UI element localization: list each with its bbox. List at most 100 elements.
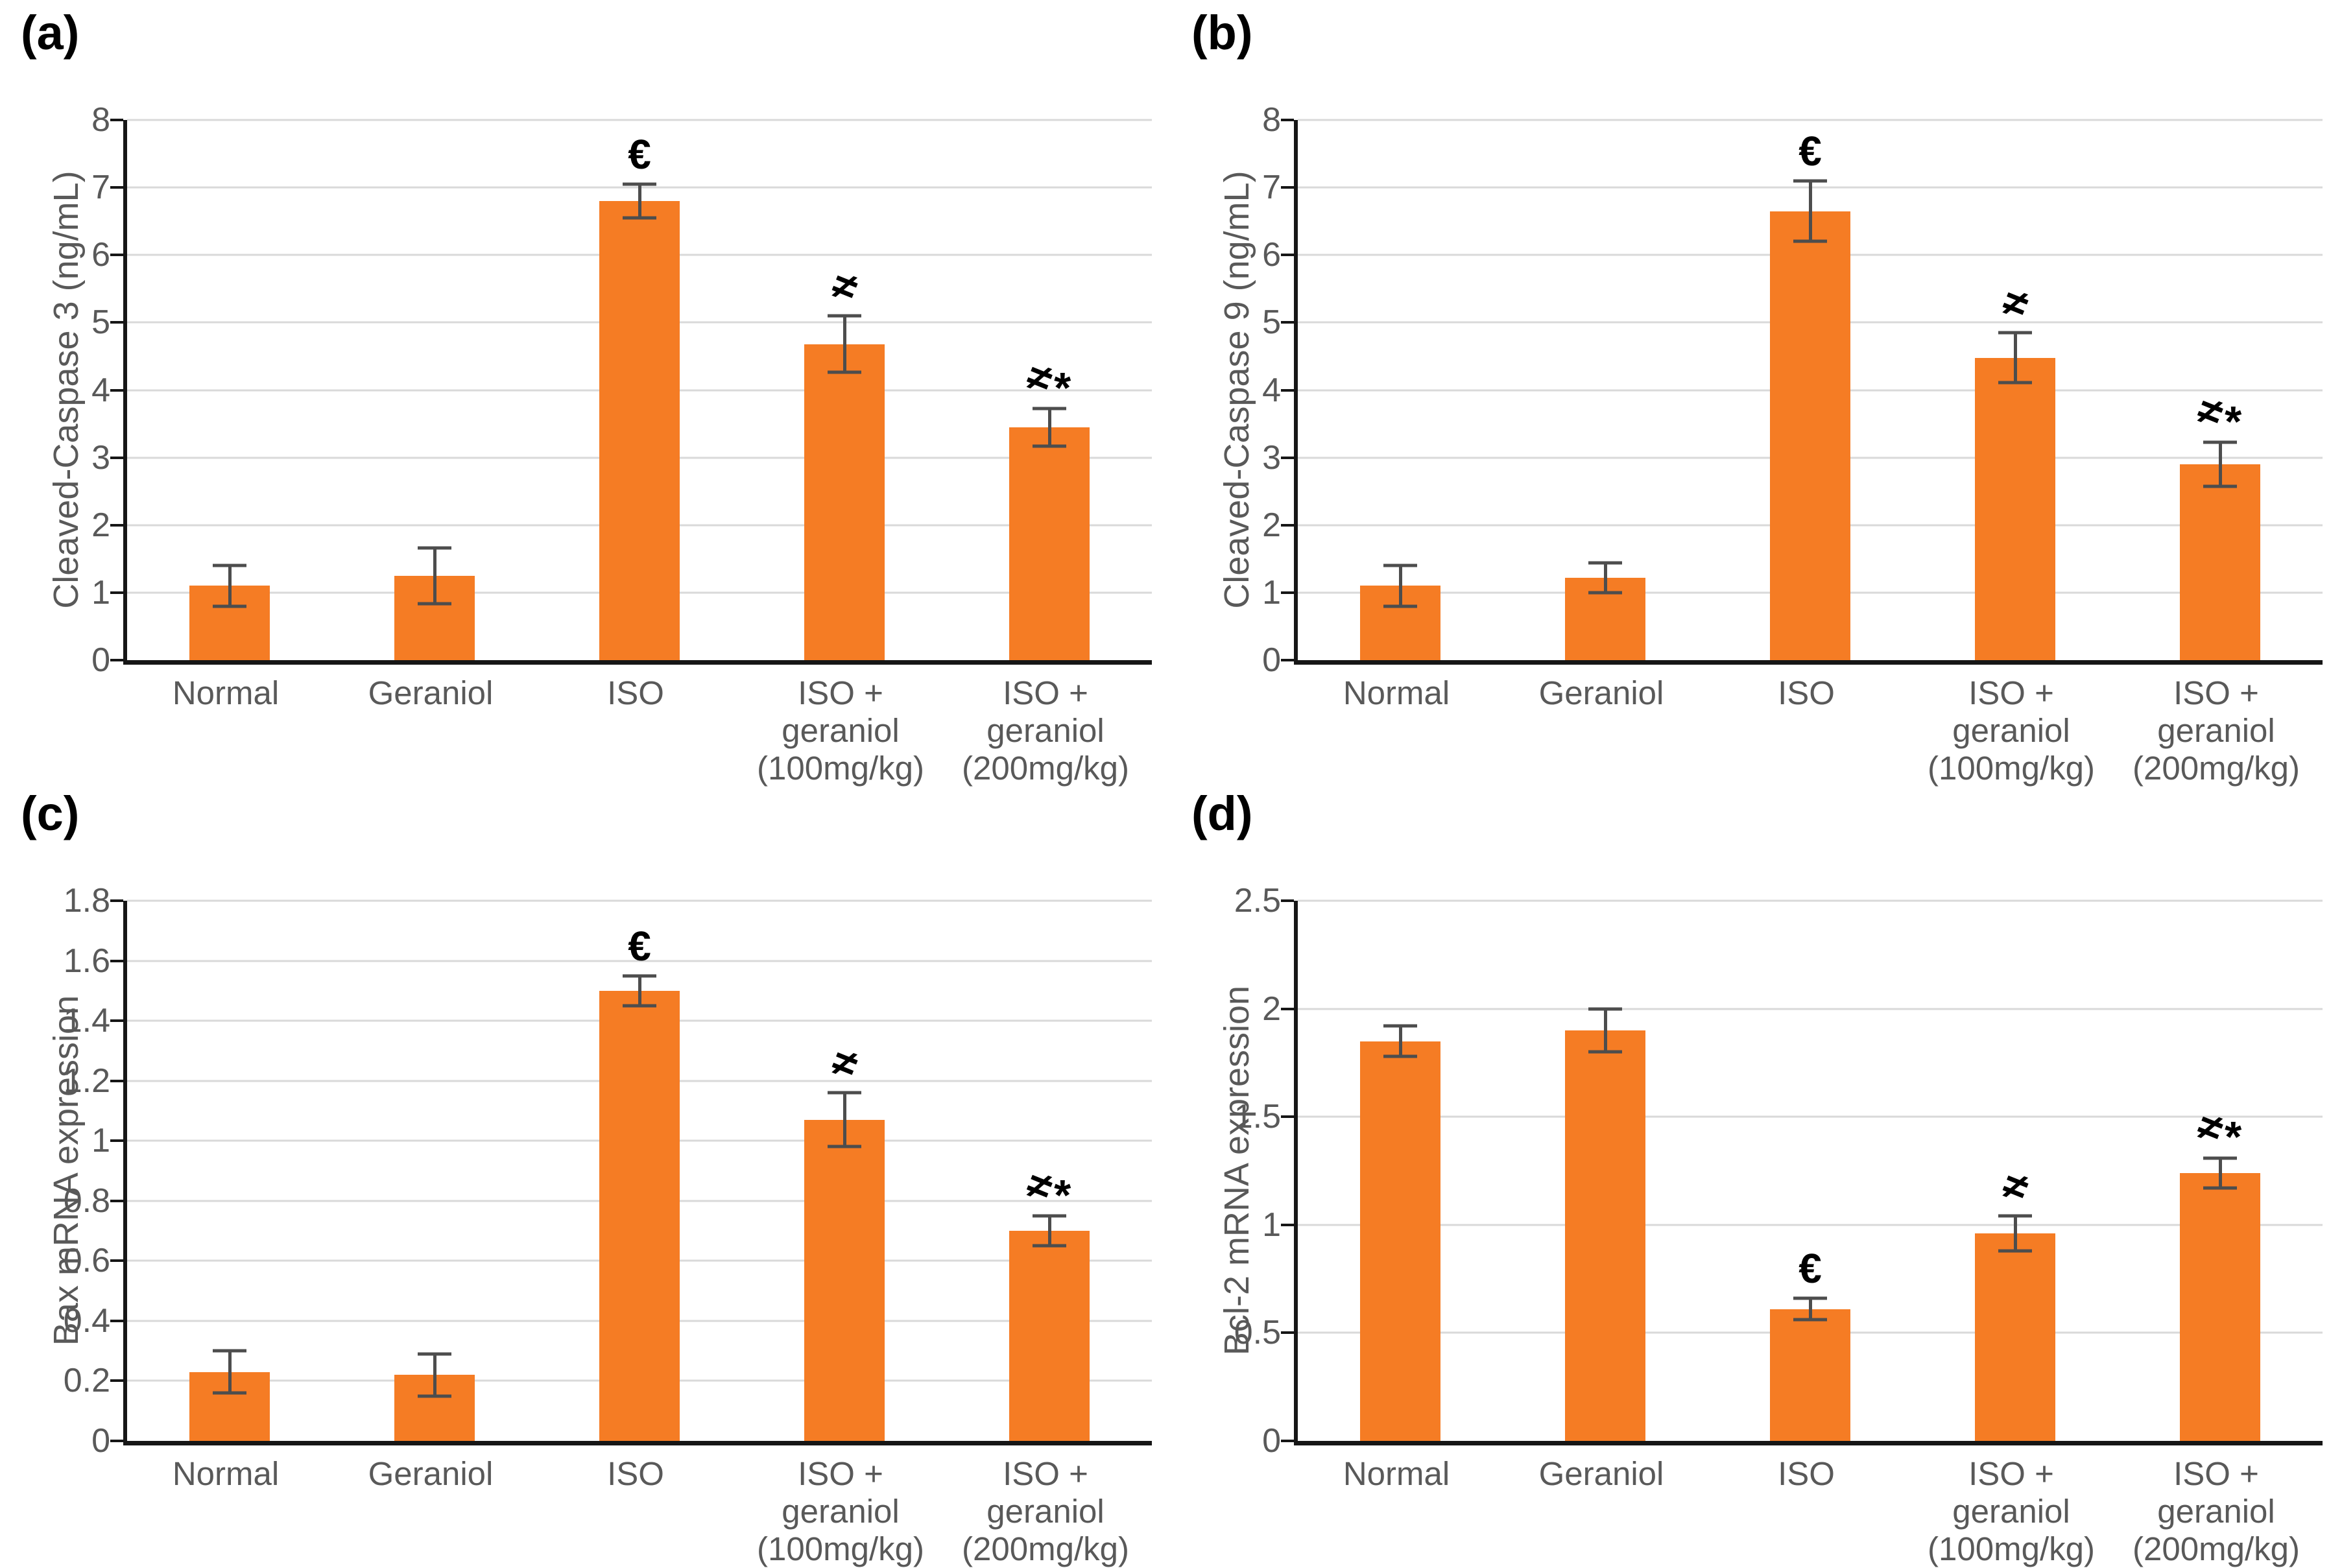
bar [1769, 211, 1851, 660]
error-bar-cap [1033, 407, 1066, 410]
category-label: ISO [1778, 674, 1835, 711]
x-axis-category-labels: Normal Geraniol ISO ISO + geraniol (100mg/k… [123, 1455, 1148, 1568]
y-tick-mark [1281, 456, 1294, 459]
y-tick-label: 1 [1262, 573, 1281, 612]
error-bar-line [2013, 333, 2017, 383]
asterisk-symbol: * [1054, 363, 1071, 412]
y-tick-mark [110, 186, 123, 189]
error-bar-cap [623, 1004, 656, 1008]
error-bar-cap [828, 1145, 861, 1148]
y-tick-mark [1281, 321, 1294, 324]
y-axis-title: Cleaved-Caspase 3 (ng/mL) [47, 171, 86, 609]
error-bar-cap [1033, 1214, 1066, 1218]
category-label: ISO + geraniol (200mg/kg) [962, 1455, 1129, 1568]
y-tick-mark [110, 1199, 123, 1202]
y-axis-title: Bax mRNA expression [47, 995, 86, 1346]
significance-annotation: ≠* [2190, 1101, 2241, 1159]
error-bar-cap [828, 1091, 861, 1095]
panel-label-b: (b) [1191, 6, 1253, 60]
y-tick-label: 0.5 [1234, 1314, 1281, 1352]
y-tick-label: 2 [1262, 990, 1281, 1028]
category-label: ISO + geraniol (100mg/kg) [757, 1455, 924, 1568]
y-tick-mark [1281, 1115, 1294, 1119]
y-tick-label: 4 [91, 371, 110, 409]
y-tick-label: 8 [1262, 101, 1281, 139]
error-bar-cap [1033, 444, 1066, 448]
y-tick-label: 0 [91, 641, 110, 679]
gridline [127, 119, 1152, 121]
asterisk-symbol: * [2225, 397, 2242, 446]
error-bar-cap [1793, 1318, 1827, 1322]
error-bar-cap [418, 1394, 451, 1398]
y-tick-label: 5 [1262, 303, 1281, 342]
category-label: ISO + geraniol (100mg/kg) [1928, 1455, 2095, 1568]
error-bar-line [638, 184, 641, 218]
error-bar-cap [1998, 331, 2032, 335]
error-bar-cap [418, 546, 451, 550]
error-bar-line [1398, 1026, 1402, 1056]
not-equal-symbol: ≠ [1996, 1160, 2035, 1213]
category-label: Geraniol [1538, 674, 1664, 711]
category-label: Normal [1343, 1455, 1450, 1492]
error-bar-line [1808, 180, 1812, 242]
panel-label-a: (a) [21, 6, 80, 60]
significance-annotation: € [628, 134, 651, 175]
y-tick-mark [110, 1440, 123, 1442]
error-bar-line [638, 975, 641, 1006]
y-axis-title: Bcl-2 mRNA expression [1217, 985, 1256, 1356]
category-label: ISO + geraniol (200mg/kg) [2133, 674, 2300, 787]
y-tick-label: 3 [91, 438, 110, 477]
gridline [127, 960, 1152, 962]
y-tick-mark [110, 523, 123, 527]
error-bar-line [1603, 563, 1607, 593]
error-bar-cap [1383, 564, 1417, 567]
error-bar-cap [418, 602, 451, 606]
y-tick-label: 5 [91, 303, 110, 342]
category-label: Normal [172, 674, 280, 711]
y-tick-mark [1281, 659, 1294, 661]
y-tick-label: 6 [1262, 236, 1281, 274]
y-tick-mark [1281, 1223, 1294, 1226]
error-bar-cap [1793, 179, 1827, 183]
y-tick-label: 1.4 [63, 1002, 110, 1040]
significance-annotation: € [1798, 1248, 1822, 1289]
bar [1974, 357, 2056, 660]
error-bar-cap [1383, 604, 1417, 608]
category-label: Geraniol [368, 1455, 494, 1492]
error-bar-cap [1033, 1244, 1066, 1248]
error-bar-line [842, 315, 846, 373]
y-tick-mark [110, 1079, 123, 1082]
error-bar-cap [418, 1352, 451, 1356]
error-bar-line [1808, 1298, 1812, 1320]
y-tick-mark [110, 1019, 123, 1023]
y-tick-label: 1 [91, 1122, 110, 1160]
x-axis-category-labels: Normal Geraniol ISO ISO + geraniol (100mg/k… [123, 674, 1148, 787]
y-tick-mark [110, 456, 123, 459]
panel-label-c: (c) [21, 787, 80, 840]
error-bar-line [1047, 408, 1051, 446]
not-equal-symbol: ≠ [2190, 1101, 2230, 1154]
panel-d: (d) Bcl-2 mRNA expression 0 0.5 1 1.5 2 2.5 € ≠… [1171, 781, 2342, 1567]
gridline [1298, 119, 2323, 121]
not-equal-symbol: ≠ [1020, 351, 1059, 404]
y-tick-label: 7 [91, 169, 110, 207]
error-bar-cap [1998, 1249, 2032, 1253]
y-tick-label: 2.5 [1234, 882, 1281, 920]
y-tick-mark [110, 591, 123, 594]
bar [1009, 1231, 1090, 1441]
y-tick-mark [1281, 254, 1294, 257]
y-tick-mark [110, 659, 123, 661]
plot-area: 0 0.2 0.4 0.6 0.8 1 1.2 1.4 1.6 1.8 € ≠ ≠* [64, 884, 1152, 1458]
error-bar-cap [623, 182, 656, 186]
not-equal-symbol: ≠ [2190, 385, 2230, 438]
category-label: ISO [607, 674, 664, 711]
y-tick-label: 0.4 [63, 1301, 110, 1340]
error-bar-line [1398, 565, 1402, 606]
category-label: Normal [172, 1455, 280, 1492]
x-axis-category-labels: Normal Geraniol ISO ISO + geraniol (100mg/k… [1294, 1455, 2319, 1568]
asterisk-symbol: * [2225, 1113, 2242, 1162]
error-bar-cap [1588, 1007, 1622, 1011]
y-tick-mark [110, 388, 123, 392]
y-tick-mark [110, 959, 123, 962]
error-bar-cap [1383, 1054, 1417, 1058]
